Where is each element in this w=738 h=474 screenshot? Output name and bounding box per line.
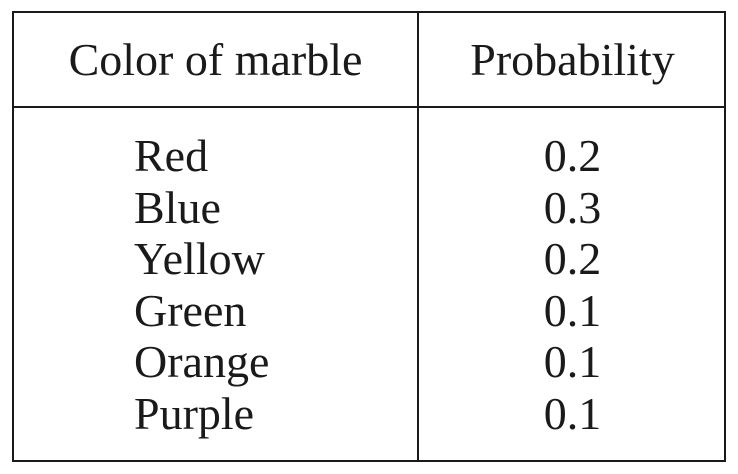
probability-cell: 0.1 <box>543 284 602 336</box>
color-cell: Orange <box>134 336 270 387</box>
probability-table: Color of marble Probability Red Blue Yel… <box>12 11 726 462</box>
probability-cell: 0.1 <box>543 336 602 387</box>
probability-column: 0.2 0.3 0.2 0.1 0.1 0.1 <box>419 130 726 439</box>
header-probability: Probability <box>470 34 675 85</box>
color-column: Red Blue Yellow Green Orange Purple <box>134 130 404 439</box>
probability-cell: 0.2 <box>543 130 602 181</box>
color-cell: Red <box>134 130 209 181</box>
color-cell: Yellow <box>134 233 265 284</box>
color-cell: Purple <box>134 387 255 439</box>
column-divider <box>417 13 419 460</box>
probability-cell: 0.1 <box>543 387 602 439</box>
color-cell: Blue <box>134 181 221 233</box>
header-color-of-marble: Color of marble <box>68 34 363 85</box>
header-divider <box>14 106 724 108</box>
probability-cell: 0.3 <box>543 181 602 233</box>
color-cell: Green <box>134 284 247 336</box>
probability-cell: 0.2 <box>543 233 602 284</box>
